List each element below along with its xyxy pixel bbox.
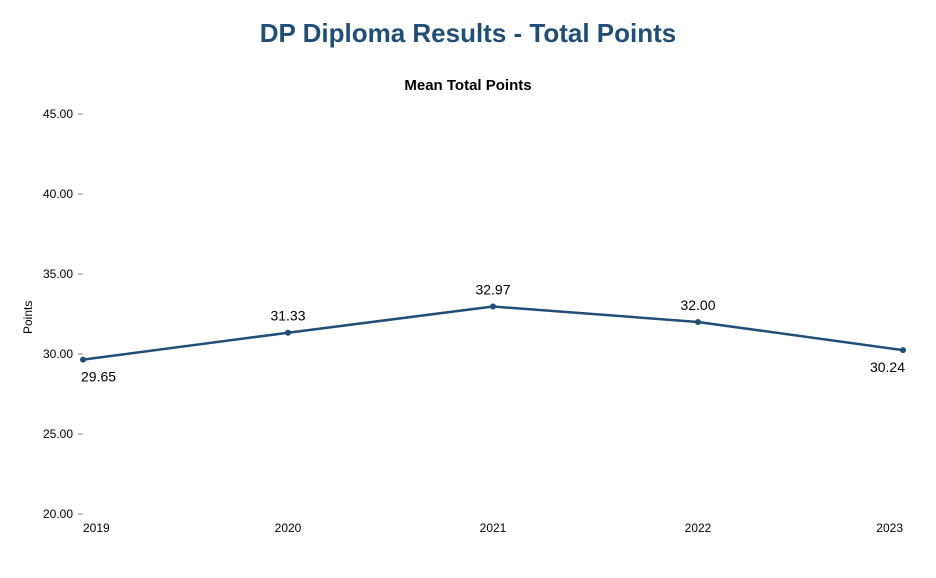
data-marker: [80, 357, 86, 363]
series-line: [83, 306, 903, 359]
x-tick-label: 2022: [685, 521, 712, 535]
page-title: DP Diploma Results - Total Points: [0, 18, 936, 49]
y-tick-label: 30.00: [43, 347, 73, 361]
y-tick-label: 25.00: [43, 427, 73, 441]
y-tick-label: 20.00: [43, 507, 73, 521]
y-tick-label: 35.00: [43, 267, 73, 281]
data-label: 31.33: [270, 308, 305, 324]
y-axis-title: Points: [21, 301, 35, 334]
data-label: 32.00: [680, 297, 715, 313]
y-tick-label: 40.00: [43, 187, 73, 201]
y-tick-label: 45.00: [43, 107, 73, 121]
data-label: 29.65: [81, 369, 116, 385]
data-marker: [285, 330, 291, 336]
data-marker: [900, 347, 906, 353]
data-label: 32.97: [475, 281, 510, 297]
x-tick-label: 2020: [275, 521, 302, 535]
chart-subtitle: Mean Total Points: [0, 77, 936, 94]
x-tick-label: 2023: [876, 521, 903, 535]
chart-container: Points 20.00 25.00 30.00 35.00 40.00 45.00 201…: [13, 104, 923, 544]
x-tick-label: 2021: [480, 521, 507, 535]
data-marker: [695, 319, 701, 325]
line-chart-svg: 20.00 25.00 30.00 35.00 40.00 45.00 2019 2020 20…: [13, 104, 923, 544]
data-label: 30.24: [870, 359, 905, 375]
x-tick-label: 2019: [83, 521, 110, 535]
data-marker: [490, 303, 496, 309]
